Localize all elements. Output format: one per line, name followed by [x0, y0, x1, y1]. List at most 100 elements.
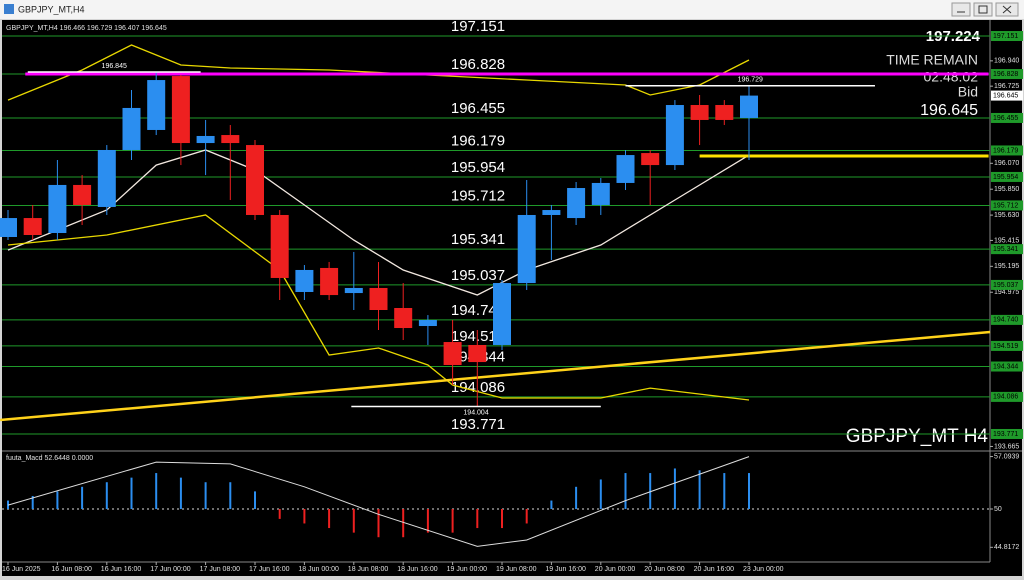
level-axis-label: 196.455 [993, 115, 1018, 122]
candle-body [369, 287, 388, 311]
restore-icon [978, 5, 988, 14]
candle-body [394, 308, 413, 329]
bid-axis-box [991, 90, 1023, 101]
level-axis-label: 195.341 [993, 246, 1018, 253]
title-bar [0, 0, 1024, 19]
candle-body [23, 218, 42, 235]
y-tick-label: 50 [994, 506, 1002, 513]
candle-body [246, 145, 264, 215]
x-tick-label: 19 Jun 16:00 [545, 566, 586, 573]
window-icon [4, 4, 14, 14]
symbol-info: GBPJPY_MT,H4 196.466 196.729 196.407 196… [6, 25, 167, 32]
level-label: 196.828 [451, 56, 505, 73]
level-label: 194.519 [451, 328, 505, 345]
indicator-line [7, 214, 750, 401]
level-label: 194.086 [451, 379, 505, 396]
candle-body [122, 107, 141, 150]
marker-label: 196.845 [102, 63, 127, 70]
x-tick-label: 16 Jun 2025 [2, 566, 41, 573]
level-axis-label: 193.771 [993, 431, 1018, 438]
y-tick-label: 194.975 [994, 289, 1019, 296]
level-axis-label: 195.037 [993, 282, 1018, 289]
x-tick-label: 23 Jun 00:00 [743, 566, 784, 573]
x-tick-label: 17 Jun 00:00 [150, 566, 191, 573]
marker-label: 194.004 [463, 409, 488, 416]
y-tick-label: 195.630 [994, 212, 1019, 219]
bid-label: Bid [958, 84, 978, 100]
candle-body [468, 344, 487, 363]
candle-body [0, 218, 17, 238]
x-tick-label: 17 Jun 08:00 [200, 566, 241, 573]
candle-body [616, 155, 635, 183]
candle-body [641, 153, 660, 166]
window-title: GBPJPY_MT,H4 [18, 4, 85, 14]
candle-body [344, 287, 363, 294]
x-tick-label: 16 Jun 08:00 [51, 566, 92, 573]
y-tick-label: 195.415 [994, 237, 1019, 244]
level-axis-label: 196.828 [993, 71, 1018, 78]
level-label: 195.954 [451, 159, 505, 176]
level-axis-label: 194.519 [993, 343, 1018, 350]
level-label: 195.712 [451, 187, 505, 204]
marker-label: 196.729 [738, 77, 763, 84]
y-tick-label: 196.940 [994, 58, 1019, 65]
signal-line [7, 456, 750, 547]
watermark: GBPJPY_MT H4 [846, 426, 989, 447]
indicator-line [7, 44, 750, 101]
bid-axis-label: 196.645 [993, 92, 1018, 99]
indicator-line [7, 149, 750, 296]
bid-price: 196.645 [920, 102, 978, 119]
candle-body [97, 149, 116, 207]
level-axis-box [991, 31, 1023, 42]
candle-body [320, 267, 339, 296]
level-axis-box [991, 112, 1023, 123]
level-label: 195.037 [451, 267, 505, 284]
restore-button[interactable] [973, 2, 993, 17]
candle-body [567, 188, 586, 219]
candle-body [591, 182, 610, 205]
y-tick-label: 196.070 [994, 160, 1019, 167]
level-label: 196.179 [451, 132, 505, 149]
y-tick-label: 195.850 [994, 186, 1019, 193]
macd-title: fuuta_Macd 52.6448 0.0000 [6, 455, 93, 462]
x-tick-label: 20 Jun 00:00 [595, 566, 636, 573]
candle-body [196, 135, 215, 144]
y-tick-label: 193.665 [994, 443, 1019, 450]
x-tick-label: 18 Jun 00:00 [298, 566, 339, 573]
candle-body [517, 214, 536, 284]
level-axis-label: 195.954 [993, 174, 1018, 181]
level-label: 197.151 [451, 18, 505, 35]
level-axis-label: 194.086 [993, 394, 1018, 401]
level-label: 196.455 [451, 100, 505, 117]
y-tick-label: 44.8172 [994, 544, 1019, 551]
level-axis-box [991, 279, 1023, 290]
y-tick-label: 57.0939 [994, 453, 1019, 460]
level-axis-box [991, 145, 1023, 156]
minimize-button[interactable] [951, 2, 971, 17]
y-tick-label: 195.195 [994, 263, 1019, 270]
level-label: 194.740 [451, 302, 505, 319]
candle-body [665, 105, 684, 166]
x-tick-label: 18 Jun 08:00 [348, 566, 389, 573]
candle-body [171, 76, 190, 144]
level-axis-box [991, 428, 1023, 439]
level-label: 195.341 [451, 231, 505, 248]
trendline [0, 330, 991, 422]
candle-body [493, 283, 511, 345]
candle-body [740, 95, 758, 118]
candle-body [690, 105, 709, 120]
x-tick-label: 19 Jun 00:00 [447, 566, 488, 573]
level-axis-label: 196.179 [993, 147, 1018, 154]
level-axis-box [991, 361, 1023, 372]
level-label: 193.771 [451, 416, 505, 433]
level-axis-box [991, 171, 1023, 182]
time-remain-label: TIME REMAIN [886, 52, 978, 68]
candle-body [715, 105, 734, 120]
y-tick-label: 196.725 [994, 83, 1019, 90]
candle-body [147, 80, 166, 130]
candle-body [295, 269, 314, 292]
x-tick-label: 18 Jun 16:00 [397, 566, 438, 573]
candle-body [443, 342, 462, 365]
